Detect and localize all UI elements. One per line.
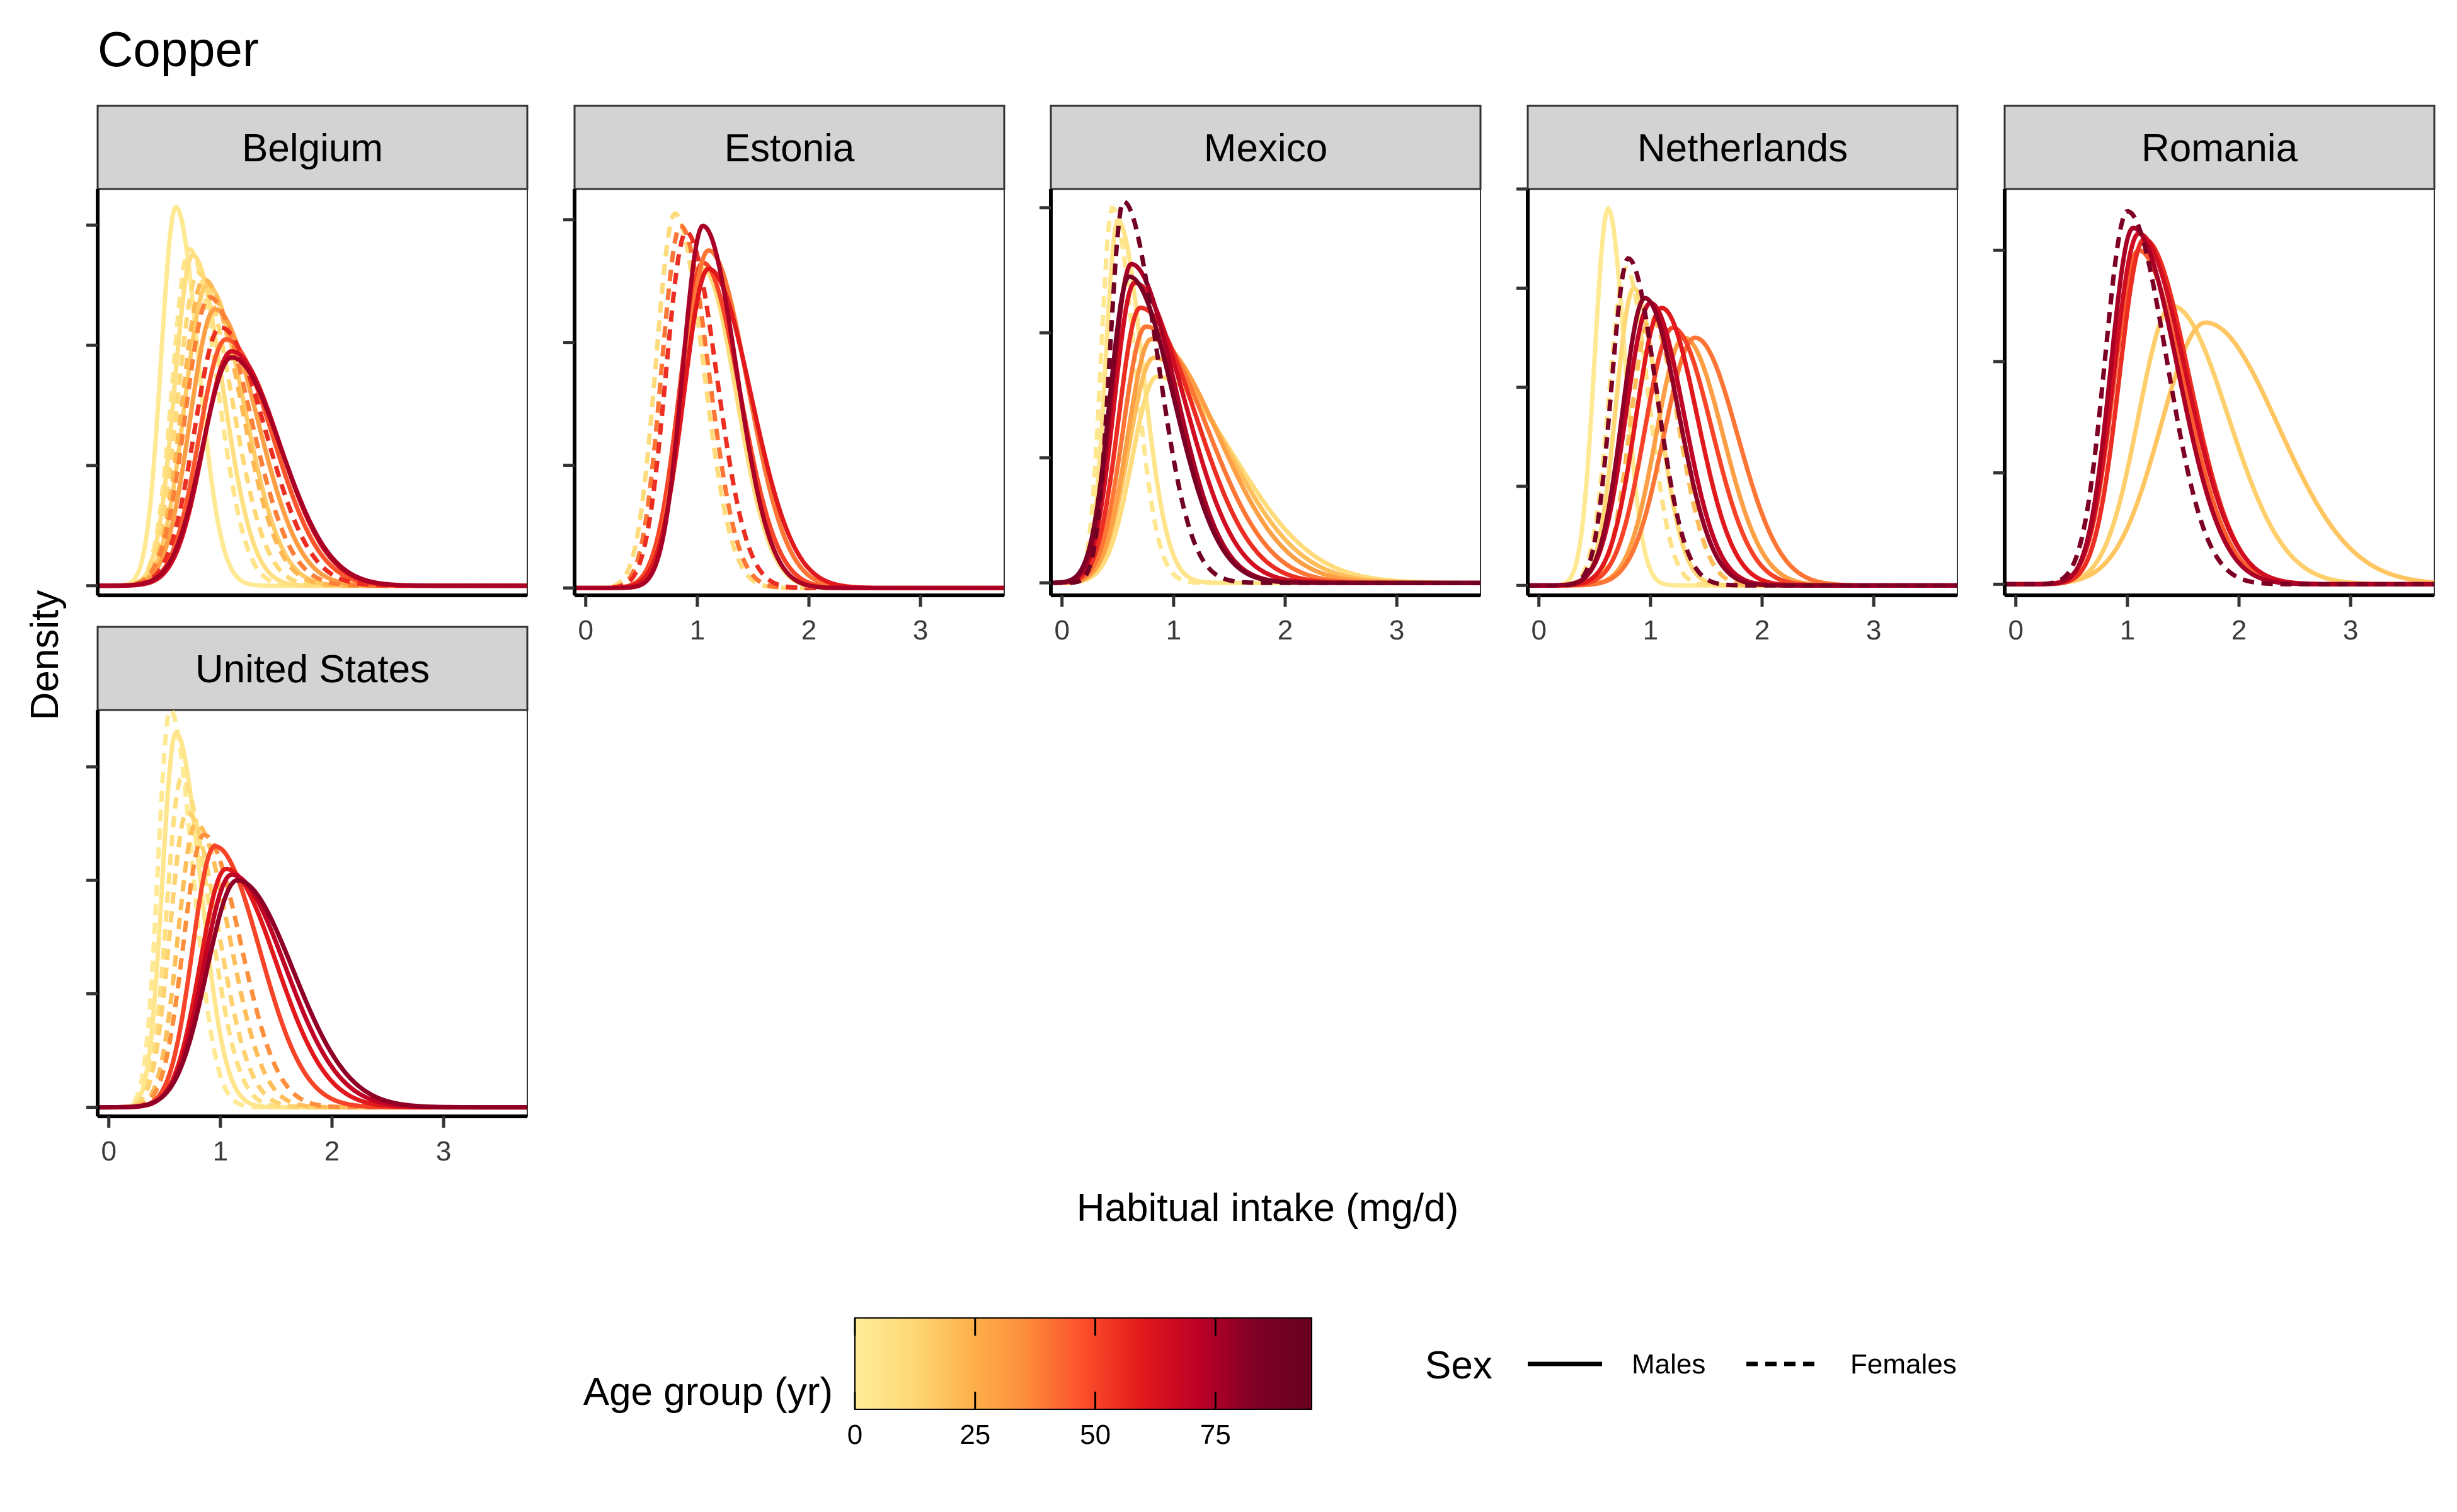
density-curve-males-age-85 (1051, 274, 1480, 585)
density-curve-males-age-80 (98, 878, 527, 1110)
density-curve-females-age-14 (98, 810, 527, 1110)
x-tick-label: 0 (1531, 615, 1546, 646)
density-curve-males-age-70 (1528, 301, 1957, 588)
density-curve-females-age-85 (1528, 256, 1957, 588)
density-curve-males-age-80 (1528, 295, 1957, 588)
density-lines (1528, 205, 1957, 588)
x-tick-label: 2 (2231, 615, 2247, 646)
x-tick-label: 1 (213, 1136, 228, 1167)
panel-united-states: United States 0 1 2 3 (86, 626, 529, 1167)
colorbar-tick-label: 75 (1200, 1419, 1231, 1450)
density-lines (1051, 199, 1480, 585)
panel-romania: Romania 0 1 2 3 (1993, 105, 2436, 646)
x-tick-label: 3 (1866, 615, 1881, 646)
chart-title: Copper (98, 21, 259, 77)
facet-label: Romania (2141, 127, 2298, 170)
x-tick-label: 2 (801, 615, 816, 646)
density-curve-males-age-18 (2005, 320, 2434, 587)
density-curve-males-age-60 (575, 266, 1004, 590)
panel-netherlands: Netherlands 0 1 2 3 (1516, 105, 1959, 646)
x-tick-label: 3 (436, 1136, 451, 1167)
age-legend: Age group (yr) 0 25 50 75 (583, 1317, 1312, 1450)
density-curve-females-age-85 (2005, 209, 2434, 587)
panel-mexico: Mexico 0 1 2 3 (1040, 105, 1482, 646)
density-curve-females-age-38 (98, 295, 527, 588)
x-axis-title: Habitual intake (mg/d) (1077, 1186, 1459, 1230)
density-lines (2005, 209, 2434, 587)
x-tick-label: 3 (913, 615, 928, 646)
colorbar-tick-label: 0 (847, 1419, 862, 1450)
density-curve-males-age-15 (2005, 304, 2434, 587)
density-lines (98, 710, 527, 1110)
x-tick-label: 0 (101, 1136, 116, 1167)
x-tick-label: 1 (690, 615, 705, 646)
age-colorbar (854, 1317, 1312, 1410)
density-curve-males-age-12 (1528, 285, 1957, 588)
x-tick-label: 0 (2008, 615, 2023, 646)
density-curve-males-age-75 (98, 355, 527, 588)
x-tick-label: 1 (1643, 615, 1658, 646)
facet-label: Estonia (724, 127, 855, 170)
density-lines (575, 210, 1004, 590)
density-curve-females-age-90 (1051, 199, 1480, 585)
x-tick-label: 3 (2343, 615, 2358, 646)
facet-strip (96, 626, 529, 711)
density-curve-males-age-75 (2005, 226, 2434, 587)
facet-strip (96, 105, 529, 190)
age-colorbar-ticks: 0 25 50 75 (847, 1318, 1231, 1450)
sex-legend: Sex Males Females (1425, 1344, 1957, 1387)
facet-strip (573, 105, 1005, 190)
panel-belgium: Belgium (86, 105, 529, 597)
x-tick-label: 2 (1278, 615, 1293, 646)
facet-panels: Belgium Estonia 0 1 2 3 Mexico 0 1 2 3 Netherlands 0… (86, 105, 2436, 1167)
x-tick-label: 0 (578, 615, 593, 646)
facet-label: Mexico (1204, 127, 1327, 170)
x-tick-label: 0 (1054, 615, 1069, 646)
facet-label: Belgium (242, 127, 383, 170)
x-tick-label: 2 (324, 1136, 340, 1167)
facet-label: United States (195, 648, 430, 691)
density-lines (98, 204, 527, 588)
x-tick-label: 3 (1389, 615, 1404, 646)
sex-legend-title: Sex (1425, 1344, 1492, 1387)
y-axis-title: Density (23, 590, 67, 721)
density-curve-males-age-75 (575, 223, 1004, 590)
density-curve-females-age-55 (575, 229, 1004, 590)
facet-strip (2003, 105, 2436, 190)
x-tick-label: 1 (2120, 615, 2135, 646)
sex-legend-label: Males (1632, 1349, 1705, 1380)
sex-legend-label: Females (1850, 1349, 1957, 1380)
panel-estonia: Estonia 0 1 2 3 (563, 105, 1005, 646)
sex-legend-items: Males Females (1528, 1349, 1957, 1380)
x-tick-label: 1 (1166, 615, 1181, 646)
facet-strip (1526, 105, 1959, 190)
facet-label: Netherlands (1637, 127, 1848, 170)
colorbar-tick-label: 25 (959, 1419, 990, 1450)
x-tick-label: 2 (1755, 615, 1770, 646)
density-curve-females-age-35 (98, 832, 527, 1110)
facet-strip (1050, 105, 1482, 190)
age-legend-title: Age group (yr) (583, 1370, 833, 1414)
colorbar-tick-label: 50 (1080, 1419, 1111, 1450)
